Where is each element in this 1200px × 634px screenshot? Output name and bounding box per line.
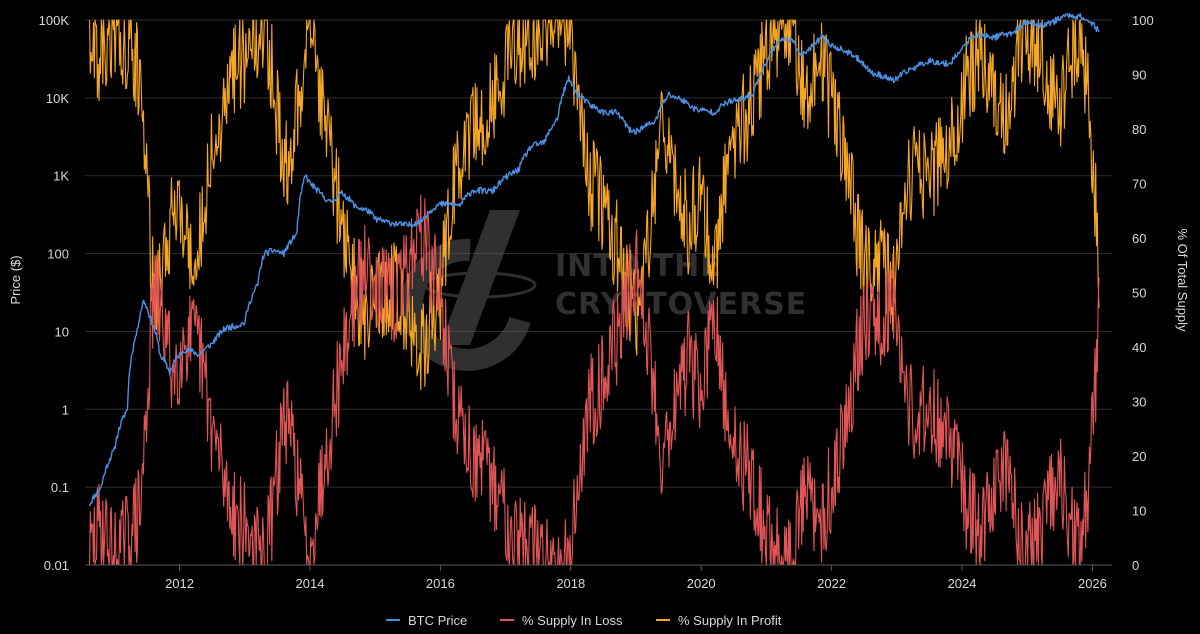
y-right-tick-label: 60 bbox=[1132, 231, 1146, 246]
series-btc-price bbox=[88, 12, 1100, 507]
y-left-tick-label: 10 bbox=[55, 324, 69, 339]
y-left-tick-label: 1K bbox=[53, 169, 69, 184]
y-right-tick-label: 70 bbox=[1132, 177, 1146, 192]
series-layer bbox=[88, 12, 1100, 566]
y-left-tick-label: 0.1 bbox=[51, 480, 69, 495]
legend-item-btc-price[interactable]: BTC Price bbox=[386, 613, 467, 628]
x-tick-label: 2024 bbox=[948, 576, 977, 591]
y-right-tick-label: 20 bbox=[1132, 449, 1146, 464]
y-left-tick-label: 1 bbox=[62, 402, 69, 417]
x-tick-label: 2012 bbox=[165, 576, 194, 591]
watermark: INTO THE CRYPTOVERSE bbox=[401, 210, 807, 371]
y-left-tick-label: 100 bbox=[47, 247, 69, 262]
series-supply-in-profit bbox=[89, 19, 1100, 391]
watermark-line-2: CRYPTOVERSE bbox=[555, 287, 807, 322]
y-left-tick-label: 100K bbox=[39, 13, 70, 28]
axis-layer: 0.01 0.1 1 10 100 1K 10K 100K 0 10 20 30 40 50 60 70 80 9… bbox=[39, 13, 1154, 591]
x-tick-label: 2022 bbox=[817, 576, 846, 591]
y-right-tick-label: 90 bbox=[1132, 68, 1146, 83]
x-tick-label: 2026 bbox=[1078, 576, 1107, 591]
series-supply-in-loss bbox=[89, 194, 1100, 566]
y-axis-left-title: Price ($) bbox=[8, 255, 23, 304]
y-right-tick-label: 10 bbox=[1132, 504, 1146, 519]
legend: BTC Price % Supply In Loss % Supply In P… bbox=[386, 613, 782, 628]
legend-item-supply-profit[interactable]: % Supply In Profit bbox=[656, 613, 782, 628]
x-tick-label: 2018 bbox=[556, 576, 585, 591]
watermark-logo-icon bbox=[401, 210, 537, 371]
y-right-tick-label: 0 bbox=[1132, 558, 1139, 573]
x-tick-label: 2020 bbox=[687, 576, 716, 591]
y-right-tick-label: 50 bbox=[1132, 286, 1146, 301]
y-right-tick-label: 40 bbox=[1132, 340, 1146, 355]
y-left-tick-label: 10K bbox=[46, 91, 69, 106]
y-right-tick-label: 30 bbox=[1132, 395, 1146, 410]
y-left-tick-label: 0.01 bbox=[44, 558, 69, 573]
y-axis-right-title: % Of Total Supply bbox=[1175, 228, 1190, 332]
y-right-tick-label: 80 bbox=[1132, 122, 1146, 137]
legend-label-btc-price: BTC Price bbox=[408, 613, 467, 628]
legend-label-supply-profit: % Supply In Profit bbox=[678, 613, 782, 628]
y-right-tick-label: 100 bbox=[1132, 13, 1154, 28]
x-tick-label: 2014 bbox=[296, 576, 325, 591]
legend-label-supply-loss: % Supply In Loss bbox=[522, 613, 623, 628]
x-tick-label: 2016 bbox=[426, 576, 455, 591]
legend-item-supply-loss[interactable]: % Supply In Loss bbox=[500, 613, 623, 628]
